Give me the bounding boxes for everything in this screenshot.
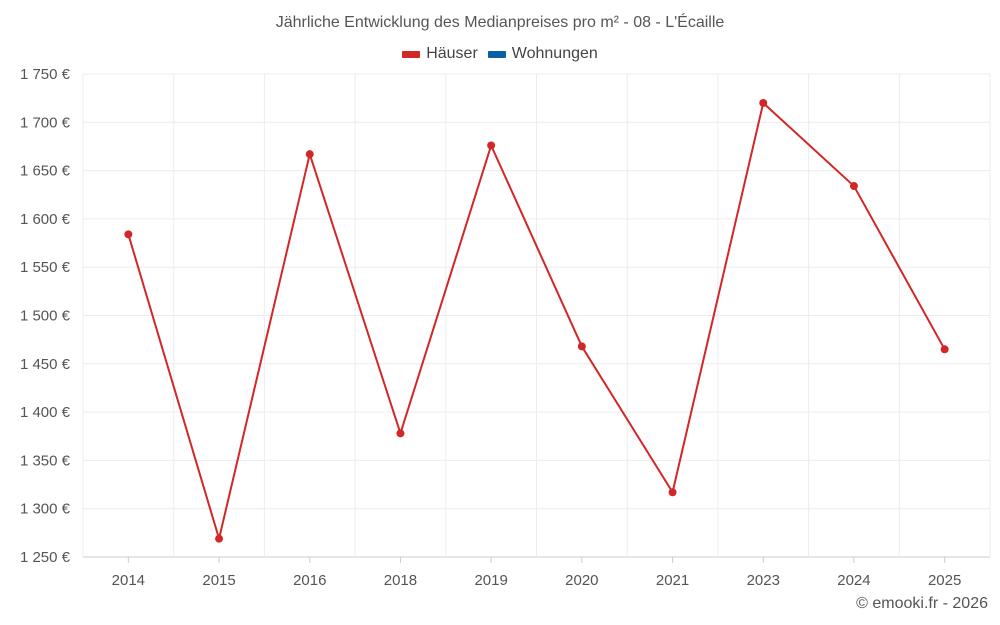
chart-title: Jährliche Entwicklung des Medianpreises …	[275, 14, 725, 31]
legend-swatch-haeuser	[402, 50, 421, 58]
y-tick-label: 1 700 €	[20, 114, 71, 131]
y-tick-label: 1 500 €	[20, 308, 71, 325]
x-tick-label: 2024	[837, 572, 870, 589]
x-tick-label: 2019	[474, 572, 507, 589]
x-tick-label: 2015	[202, 572, 235, 589]
data-point-2025	[940, 345, 949, 354]
x-tick-label: 2023	[747, 572, 780, 589]
legend-label-wohnungen: Wohnungen	[511, 45, 598, 62]
data-point-2024	[849, 182, 858, 191]
copyright-credit: © emooki.fr - 2026	[856, 595, 988, 612]
data-point-2023	[759, 98, 768, 107]
y-tick-label: 1 450 €	[20, 356, 71, 373]
x-tick-label: 2020	[565, 572, 598, 589]
legend-swatch-wohnungen	[487, 50, 506, 58]
y-tick-label: 1 650 €	[20, 163, 71, 180]
data-point-2018	[396, 429, 405, 438]
y-tick-label: 1 400 €	[20, 404, 71, 421]
x-tick-label: 2018	[384, 572, 417, 589]
series-haeuser	[124, 98, 949, 543]
data-point-2015	[215, 534, 224, 543]
data-point-2020	[577, 342, 586, 351]
legend: Häuser Wohnungen	[0, 45, 1000, 63]
legend-item-wohnungen[interactable]: Wohnungen	[487, 45, 598, 63]
x-tick-label: 2025	[928, 572, 961, 589]
y-tick-label: 1 550 €	[20, 259, 71, 276]
legend-label-haeuser: Häuser	[426, 45, 478, 62]
series-line-haeuser	[127, 101, 946, 540]
y-tick-label: 1 250 €	[20, 549, 71, 566]
x-tick-label: 2014	[112, 572, 145, 589]
y-axis: 1 250 € 1 300 € 1 350 € 1 400 € 1 450 € 1 500…	[20, 66, 71, 566]
y-tick-label: 1 300 €	[20, 501, 71, 518]
data-point-2016	[305, 150, 314, 159]
grid	[82, 73, 991, 558]
data-point-2014	[124, 230, 133, 239]
data-point-2021	[668, 488, 677, 497]
x-axis: 2014 2015 2016 2018 2019 2020 2021 2023 2024 2025	[112, 557, 961, 589]
x-tick-label: 2021	[656, 572, 689, 589]
x-tick-label: 2016	[293, 572, 326, 589]
y-tick-label: 1 600 €	[20, 211, 71, 228]
y-tick-label: 1 350 €	[20, 452, 71, 469]
y-tick-label: 1 750 €	[20, 66, 71, 83]
legend-item-haeuser[interactable]: Häuser	[402, 45, 478, 63]
data-point-2019	[487, 141, 496, 150]
